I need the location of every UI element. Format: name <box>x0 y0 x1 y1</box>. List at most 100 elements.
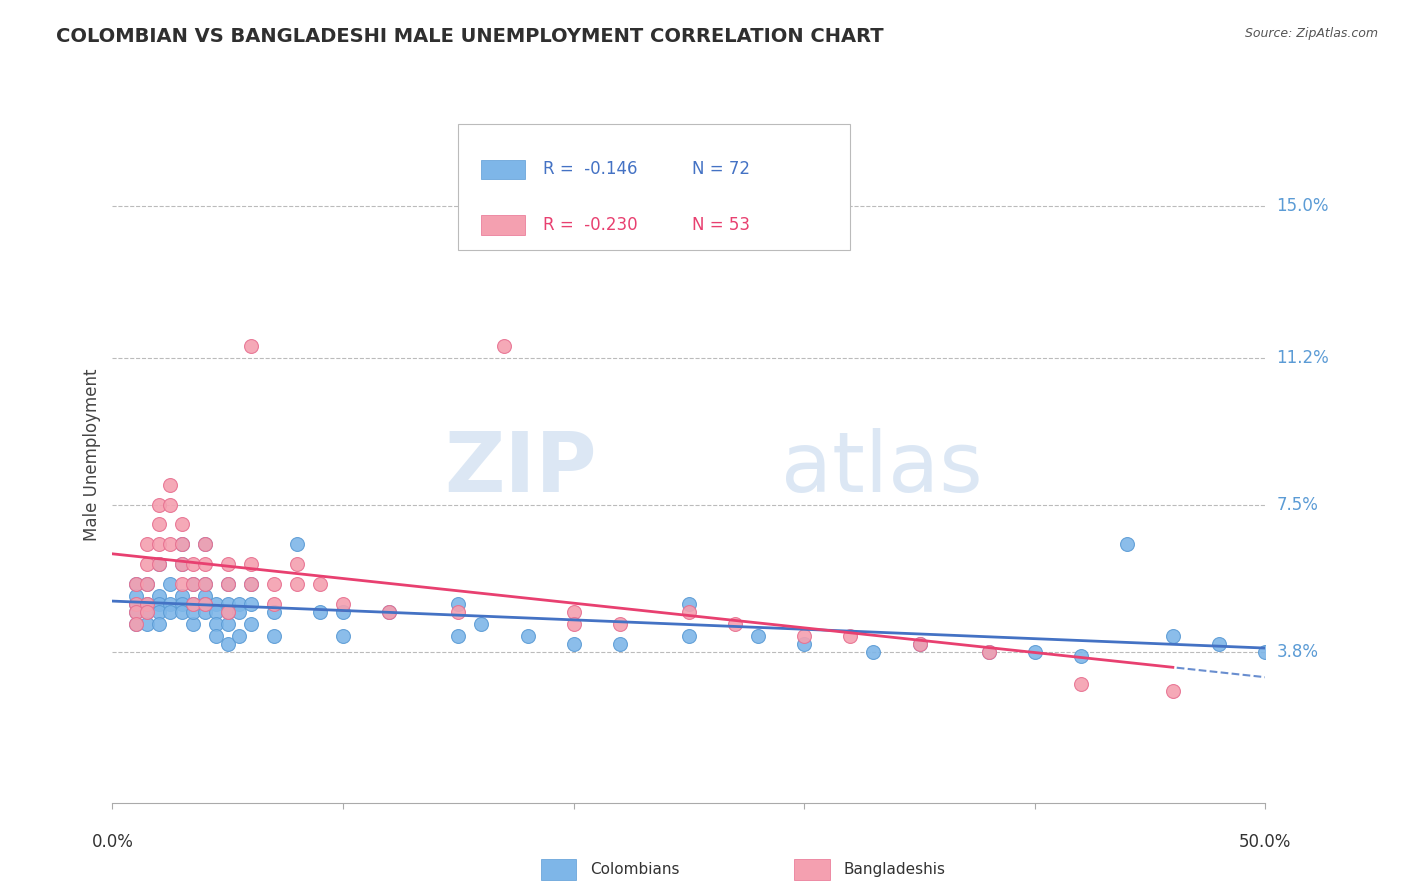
Point <box>239 338 262 352</box>
Point <box>148 558 170 572</box>
Bar <box>481 215 526 235</box>
Point <box>148 537 170 551</box>
Text: 3.8%: 3.8% <box>1277 643 1319 661</box>
Point <box>159 605 181 619</box>
Point <box>194 577 217 591</box>
Point <box>378 605 401 619</box>
Point <box>148 558 170 572</box>
Point <box>239 616 262 631</box>
Point <box>136 616 159 631</box>
Text: 0.0%: 0.0% <box>91 833 134 851</box>
Point <box>228 629 250 643</box>
Point <box>148 498 170 512</box>
Point <box>170 537 193 551</box>
Text: 11.2%: 11.2% <box>1277 349 1329 367</box>
Point <box>908 637 931 651</box>
Point <box>136 558 159 572</box>
Point <box>263 597 285 611</box>
Point <box>609 616 631 631</box>
Point <box>181 577 204 591</box>
Point <box>285 537 308 551</box>
Point <box>124 589 146 603</box>
Point <box>217 577 239 591</box>
Point <box>562 605 585 619</box>
Point <box>194 605 217 619</box>
Point <box>263 577 285 591</box>
Point <box>124 577 146 591</box>
Point <box>170 597 193 611</box>
Point <box>1254 645 1277 659</box>
Point <box>562 616 585 631</box>
Point <box>908 637 931 651</box>
Point <box>124 577 146 591</box>
Text: R =  -0.230: R = -0.230 <box>543 216 637 234</box>
Point <box>1208 637 1230 651</box>
Point <box>159 597 181 611</box>
Point <box>181 577 204 591</box>
Point <box>678 605 700 619</box>
Point <box>124 597 146 611</box>
Point <box>159 498 181 512</box>
Point <box>136 577 159 591</box>
Text: 50.0%: 50.0% <box>1239 833 1292 851</box>
Point <box>170 537 193 551</box>
FancyBboxPatch shape <box>458 124 851 250</box>
Text: 15.0%: 15.0% <box>1277 197 1329 216</box>
Point <box>678 629 700 643</box>
Point <box>124 605 146 619</box>
Text: 7.5%: 7.5% <box>1277 496 1319 514</box>
Text: COLOMBIAN VS BANGLADESHI MALE UNEMPLOYMENT CORRELATION CHART: COLOMBIAN VS BANGLADESHI MALE UNEMPLOYME… <box>56 27 884 45</box>
Point <box>228 597 250 611</box>
Point <box>793 629 815 643</box>
Point <box>1070 676 1092 690</box>
Point <box>447 605 470 619</box>
Point <box>124 616 146 631</box>
Point <box>170 517 193 532</box>
Bar <box>481 160 526 179</box>
Point <box>124 597 146 611</box>
Text: N = 53: N = 53 <box>692 216 751 234</box>
Point <box>217 577 239 591</box>
Point <box>332 597 354 611</box>
Point <box>136 597 159 611</box>
Point <box>148 517 170 532</box>
Point <box>205 605 228 619</box>
Point <box>239 577 262 591</box>
Point <box>205 597 228 611</box>
Point <box>747 629 769 643</box>
Point <box>239 597 262 611</box>
Point <box>562 637 585 651</box>
Point <box>136 605 159 619</box>
Point <box>447 597 470 611</box>
Point <box>181 605 204 619</box>
Point <box>217 637 239 651</box>
Point <box>239 558 262 572</box>
Point <box>217 605 239 619</box>
Point <box>494 338 516 352</box>
Point <box>1161 629 1184 643</box>
Point <box>839 629 862 643</box>
Point <box>217 597 239 611</box>
Text: Bangladeshis: Bangladeshis <box>844 863 946 877</box>
Point <box>194 589 217 603</box>
Point <box>124 605 146 619</box>
Point <box>228 605 250 619</box>
Point <box>862 645 884 659</box>
Point <box>159 477 181 491</box>
Point <box>217 605 239 619</box>
Point <box>239 577 262 591</box>
Point <box>724 616 747 631</box>
Point <box>148 605 170 619</box>
Point <box>678 597 700 611</box>
Point <box>1070 648 1092 663</box>
Text: Source: ZipAtlas.com: Source: ZipAtlas.com <box>1244 27 1378 40</box>
Point <box>194 577 217 591</box>
Text: ZIP: ZIP <box>444 428 596 509</box>
Point <box>332 629 354 643</box>
Point <box>136 537 159 551</box>
Point <box>332 605 354 619</box>
Text: atlas: atlas <box>782 428 983 509</box>
Point <box>516 629 538 643</box>
Point <box>793 637 815 651</box>
Point <box>1116 537 1139 551</box>
